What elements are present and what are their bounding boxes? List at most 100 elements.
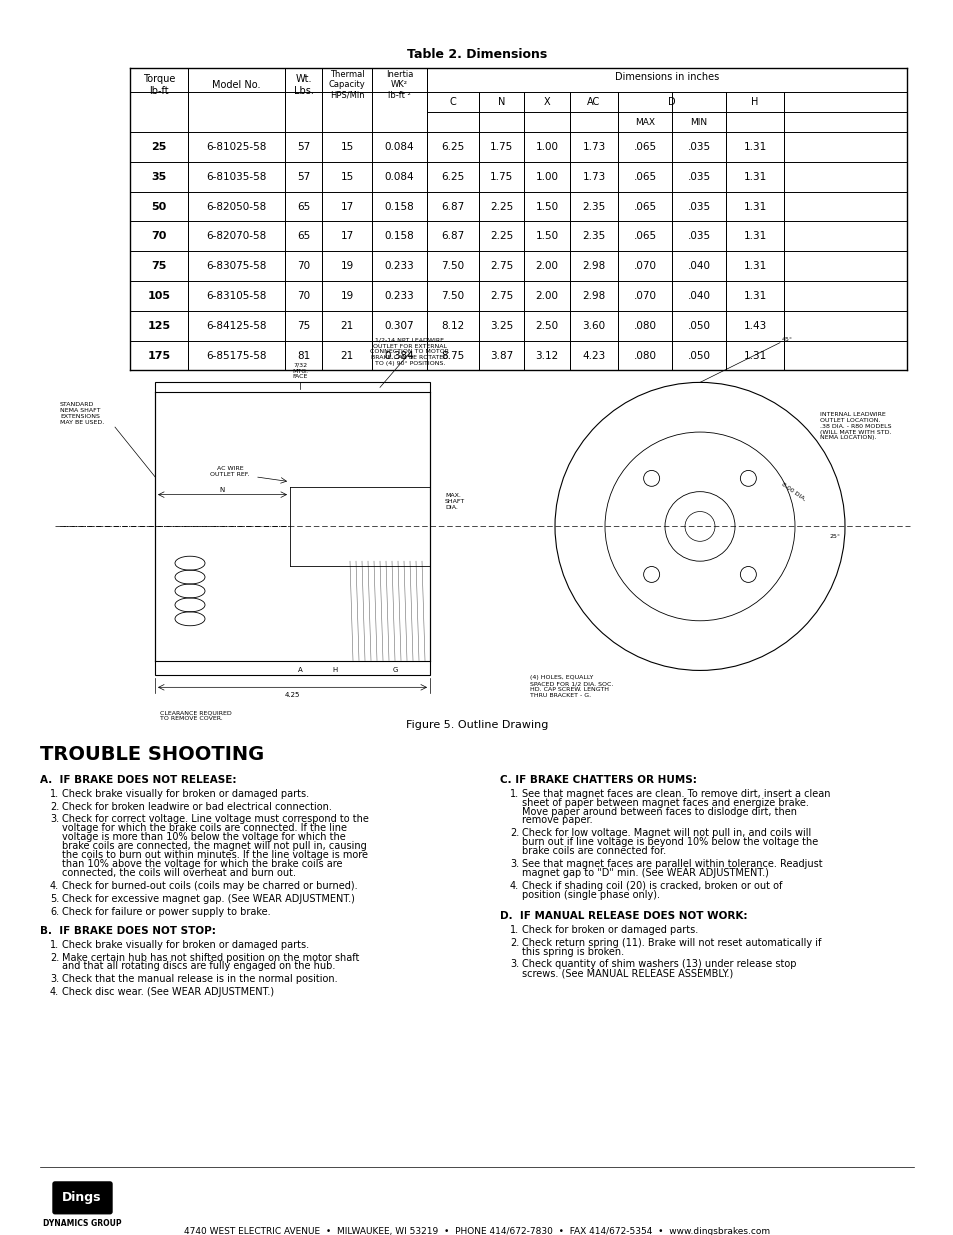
Text: burn out if line voltage is beyond 10% below the voltage the: burn out if line voltage is beyond 10% b… (521, 837, 818, 847)
Text: 45°: 45° (781, 337, 792, 342)
Text: 1.75: 1.75 (489, 172, 513, 182)
Text: TROUBLE SHOOTING: TROUBLE SHOOTING (40, 745, 264, 764)
Text: .035: .035 (687, 201, 710, 211)
Text: 6.: 6. (50, 906, 59, 916)
Text: N: N (497, 98, 505, 107)
Text: C: C (450, 117, 456, 127)
Text: MIN: MIN (690, 117, 707, 127)
Text: Torque
lb-ft: Torque lb-ft (143, 74, 175, 96)
FancyBboxPatch shape (53, 1182, 112, 1214)
Text: 15: 15 (340, 172, 354, 182)
Text: 6-82050-58: 6-82050-58 (206, 201, 266, 211)
Text: .040: .040 (687, 261, 710, 272)
Text: 2.35: 2.35 (581, 201, 605, 211)
Text: STANDARD
NEMA SHAFT
EXTENSIONS
MAY BE USED.: STANDARD NEMA SHAFT EXTENSIONS MAY BE US… (60, 403, 104, 425)
Text: 1.50: 1.50 (535, 201, 558, 211)
Text: 3.87: 3.87 (489, 351, 513, 361)
Text: 3.60: 3.60 (582, 321, 605, 331)
Text: 21: 21 (340, 321, 354, 331)
Text: 2.: 2. (510, 937, 518, 947)
Text: 6.87: 6.87 (441, 231, 464, 241)
Text: 2.00: 2.00 (535, 291, 558, 301)
Text: sheet of paper between magnet faces and energize brake.: sheet of paper between magnet faces and … (521, 798, 808, 808)
Text: .035: .035 (687, 172, 710, 182)
Text: voltage for which the brake coils are connected. If the line: voltage for which the brake coils are co… (62, 824, 347, 834)
Text: 21: 21 (340, 351, 354, 361)
Text: 105: 105 (148, 291, 171, 301)
Text: 0.233: 0.233 (384, 261, 414, 272)
Text: 4.: 4. (50, 987, 59, 998)
Text: Check for broken or damaged parts.: Check for broken or damaged parts. (521, 925, 698, 935)
Text: 2.25: 2.25 (489, 231, 513, 241)
Text: this spring is broken.: this spring is broken. (521, 946, 623, 957)
Text: 8.00 DIA.: 8.00 DIA. (780, 482, 805, 501)
Text: 70: 70 (152, 231, 167, 241)
Text: 81: 81 (296, 351, 310, 361)
Text: 57: 57 (296, 172, 310, 182)
Text: Check return spring (11). Brake will not reset automatically if: Check return spring (11). Brake will not… (521, 937, 821, 947)
Text: 6.25: 6.25 (441, 142, 464, 152)
Text: Figure 5. Outline Drawing: Figure 5. Outline Drawing (405, 720, 548, 730)
Text: 0.084: 0.084 (384, 172, 414, 182)
Text: Check for correct voltage. Line voltage must correspond to the: Check for correct voltage. Line voltage … (62, 814, 369, 825)
Text: AC: AC (587, 98, 600, 107)
Text: 5.: 5. (50, 894, 59, 904)
Bar (154, 383, 430, 676)
Text: AC WIRE
OUTLET REF.: AC WIRE OUTLET REF. (210, 467, 250, 477)
Text: B.  IF BRAKE DOES NOT STOP:: B. IF BRAKE DOES NOT STOP: (40, 926, 215, 936)
Text: 1.00: 1.00 (535, 142, 558, 152)
Text: 1.31: 1.31 (742, 201, 766, 211)
Text: 175: 175 (148, 351, 171, 361)
Text: 4.23: 4.23 (581, 351, 605, 361)
Text: and that all rotating discs are fully engaged on the hub.: and that all rotating discs are fully en… (62, 962, 335, 972)
Text: 1.31: 1.31 (742, 142, 766, 152)
Text: X: X (543, 98, 550, 107)
Text: H: H (332, 667, 337, 673)
Text: brake coils are connected for.: brake coils are connected for. (521, 846, 665, 856)
Text: 2.: 2. (50, 952, 59, 962)
Text: 2.: 2. (510, 829, 518, 839)
Text: 0.158: 0.158 (384, 201, 414, 211)
Text: 1.00: 1.00 (535, 172, 558, 182)
Text: H: H (751, 98, 758, 107)
Text: 3.: 3. (50, 814, 59, 825)
Text: D.  IF MANUAL RELEASE DOES NOT WORK:: D. IF MANUAL RELEASE DOES NOT WORK: (499, 910, 747, 921)
Text: A.  IF BRAKE DOES NOT RELEASE:: A. IF BRAKE DOES NOT RELEASE: (40, 774, 236, 784)
Text: 2.75: 2.75 (489, 291, 513, 301)
Text: Check brake visually for broken or damaged parts.: Check brake visually for broken or damag… (62, 940, 309, 950)
Text: 1.: 1. (510, 925, 518, 935)
Text: 0.233: 0.233 (384, 291, 414, 301)
Text: 3.: 3. (510, 860, 518, 869)
Text: 1.31: 1.31 (742, 261, 766, 272)
Text: 3.25: 3.25 (489, 321, 513, 331)
Text: connected, the coils will overheat and burn out.: connected, the coils will overheat and b… (62, 868, 295, 878)
Text: 2.25: 2.25 (489, 201, 513, 211)
Text: Check for low voltage. Magnet will not pull in, and coils will: Check for low voltage. Magnet will not p… (521, 829, 810, 839)
Text: remove paper.: remove paper. (521, 815, 592, 825)
Text: 2.98: 2.98 (581, 261, 605, 272)
Text: INTERNAL LEADWIRE
OUTLET LOCATION.
.38 DIA. - R80 MODELS
(WILL MATE WITH STD.
NE: INTERNAL LEADWIRE OUTLET LOCATION. .38 D… (820, 412, 890, 441)
Text: .065: .065 (633, 142, 656, 152)
Text: .070: .070 (633, 291, 656, 301)
Text: Check disc wear. (See WEAR ADJUSTMENT.): Check disc wear. (See WEAR ADJUSTMENT.) (62, 987, 274, 998)
Text: 2.98: 2.98 (581, 291, 605, 301)
Text: 2.75: 2.75 (489, 261, 513, 272)
Text: 1.73: 1.73 (581, 142, 605, 152)
Text: Wt.
Lbs.: Wt. Lbs. (294, 74, 314, 96)
Text: .040: .040 (687, 291, 710, 301)
Text: 6-83075-58: 6-83075-58 (206, 261, 267, 272)
Text: 4.: 4. (510, 881, 518, 890)
Text: 70: 70 (296, 261, 310, 272)
Text: .080: .080 (633, 321, 656, 331)
Text: 75: 75 (152, 261, 167, 272)
Text: 70: 70 (296, 291, 310, 301)
Text: .035: .035 (687, 142, 710, 152)
Text: voltage is more than 10% below the voltage for which the: voltage is more than 10% below the volta… (62, 832, 345, 842)
Text: D: D (667, 98, 675, 107)
Text: .065: .065 (633, 201, 656, 211)
Text: .080: .080 (633, 351, 656, 361)
Text: 1.73: 1.73 (581, 172, 605, 182)
Text: 15: 15 (340, 142, 354, 152)
Text: MAX: MAX (635, 117, 655, 127)
Text: 19: 19 (340, 261, 354, 272)
